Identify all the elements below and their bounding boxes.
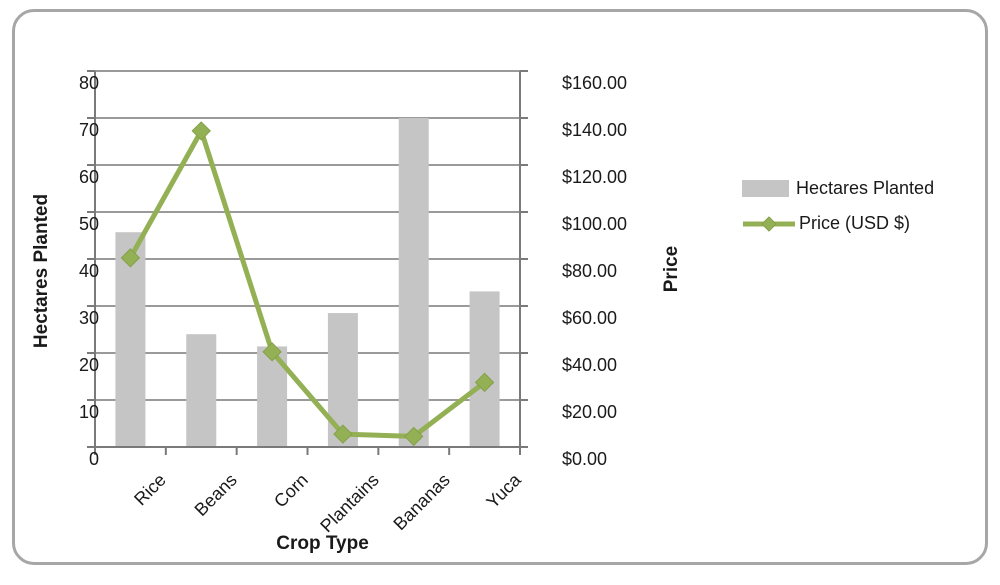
right-axis-tick-label: $60.00	[562, 308, 618, 328]
left-axis-tick-label: 30	[78, 308, 99, 328]
right-axis-title: Price	[661, 245, 682, 293]
left-axis-tick-label: 60	[78, 167, 99, 187]
left-axis-tick-label: 40	[78, 261, 99, 281]
bar-beans	[186, 334, 217, 447]
left-axis-tick-label: 50	[78, 214, 99, 234]
price-marker-corn	[262, 342, 282, 362]
legend-item-hectares: Hectares Planted	[742, 178, 934, 199]
right-axis-tick-label: $100.00	[562, 214, 628, 234]
x-axis-title: Crop Type	[276, 533, 369, 554]
price-marker-plantains	[333, 424, 353, 444]
right-axis-tick-label: $160.00	[562, 73, 628, 93]
legend-item-price: Price (USD $)	[742, 213, 934, 234]
right-axis-tick-label: $120.00	[562, 167, 628, 187]
right-axis-tick-label: $20.00	[562, 402, 618, 422]
left-axis-tick-label: 80	[78, 73, 99, 93]
right-axis-tick-label: $40.00	[562, 355, 618, 375]
plot-area	[87, 70, 528, 455]
bar-swatch-icon	[742, 180, 789, 197]
left-axis-tick-label: 20	[78, 355, 99, 375]
price-marker-yuca	[474, 372, 495, 393]
right-axis-tick-label: $0.00	[562, 449, 608, 469]
left-axis-tick-label: 70	[78, 120, 99, 140]
left-axis-tick-label: 0	[88, 449, 99, 469]
bar-yuca	[469, 291, 500, 447]
chart-frame: Hectares Planted Price Crop Type Hectare…	[12, 9, 988, 565]
price-line	[127, 128, 488, 439]
legend-label-price: Price (USD $)	[799, 213, 911, 233]
price-marker-bananas	[404, 426, 424, 447]
bar-rice	[115, 232, 146, 447]
combo-chart: Hectares Planted Price Crop Type Hectare…	[15, 12, 985, 562]
right-axis-tick-label: $140.00	[562, 120, 628, 140]
price-marker-beans	[191, 121, 211, 141]
left-axis-tick-label: 10	[78, 402, 99, 422]
right-axis-tick-label: $80.00	[562, 261, 618, 281]
bar-bananas	[398, 118, 429, 447]
line-diamond-swatch-icon	[743, 215, 795, 232]
price-marker-rice	[120, 248, 141, 268]
legend-label-hectares: Hectares Planted	[796, 178, 935, 198]
legend: Hectares Planted Price (USD $)	[742, 178, 934, 234]
